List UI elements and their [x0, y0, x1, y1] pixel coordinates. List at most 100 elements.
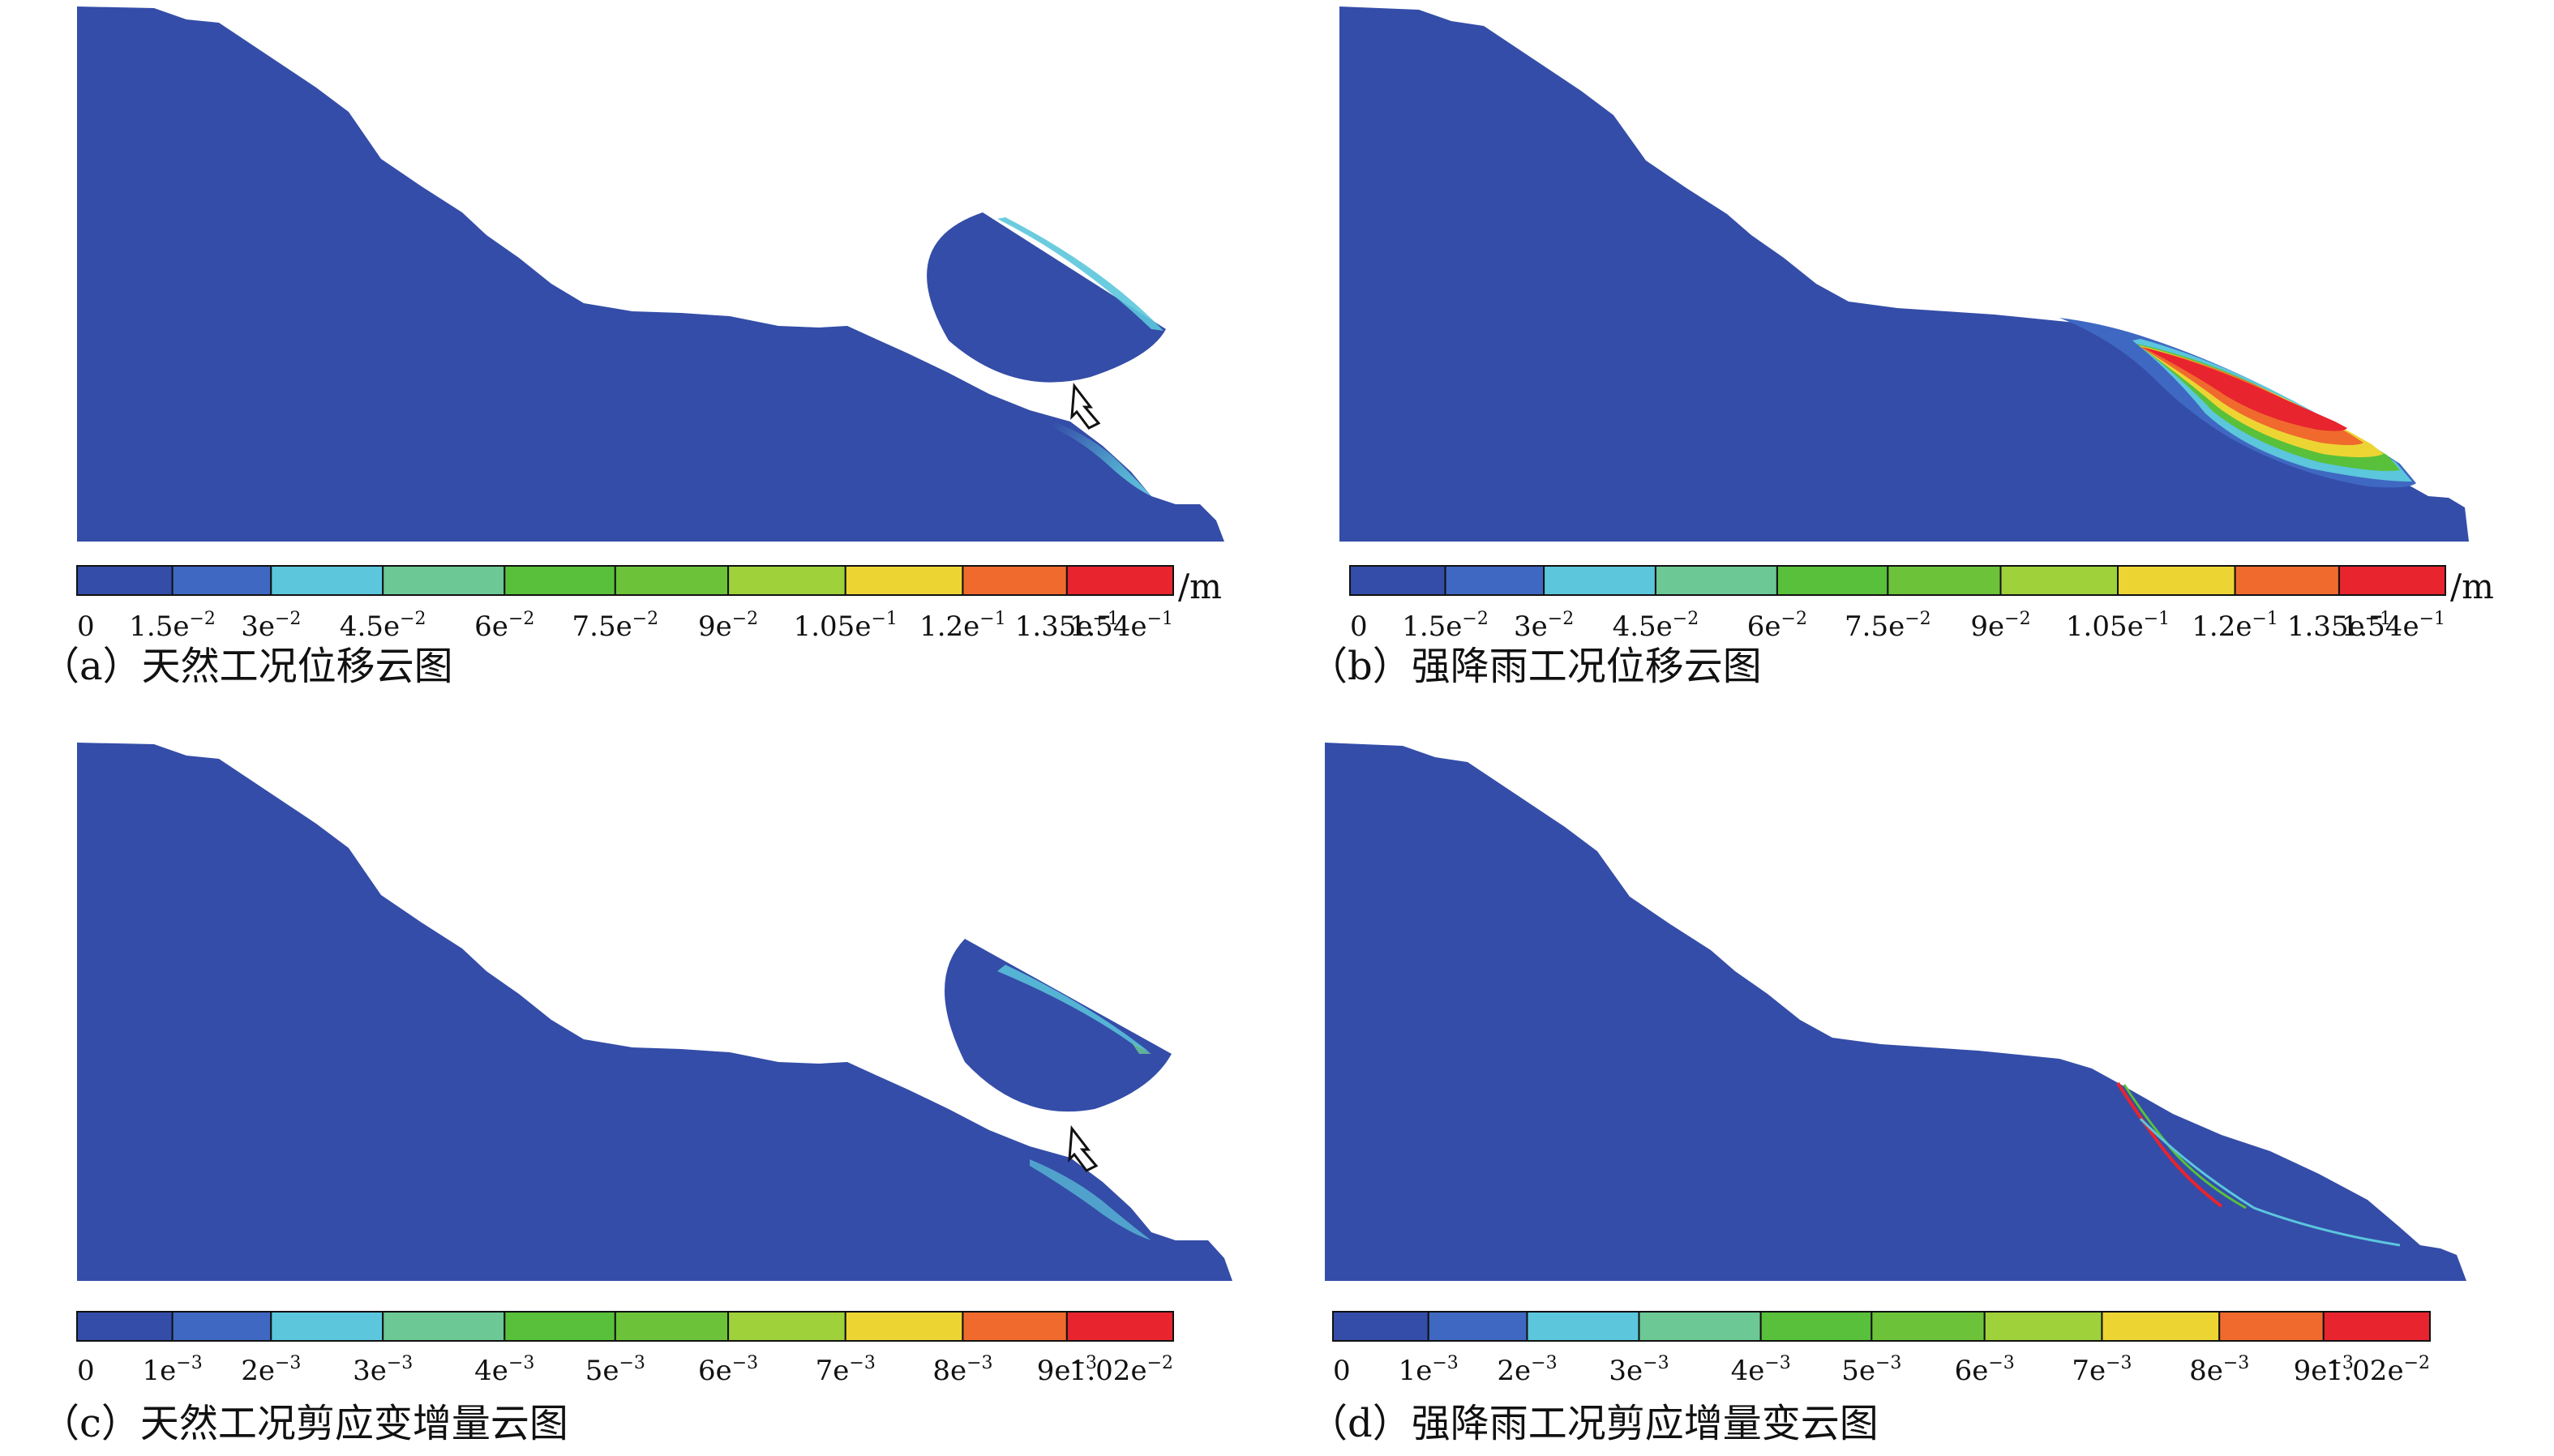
caption-a: （a）天然工况位移云图 — [41, 644, 453, 689]
legend-tick-label: 4e−3 — [1731, 1353, 1791, 1387]
legend-tick-label: 0 — [1350, 610, 1368, 643]
legend-a: 0 1.5e−2 3e−2 4.5e−2 6e−2 7.5e−2 9e−2 1.05e−1 1.… — [76, 565, 1222, 643]
legend-tick-label: 9e−2 — [1970, 609, 2030, 643]
sliding-zone — [1054, 422, 1151, 496]
legend-tick-label: 6e−3 — [698, 1353, 758, 1387]
legend-swatch — [727, 1311, 846, 1342]
legend-swatch — [844, 565, 964, 596]
legend-unit: /m — [2450, 567, 2494, 606]
legend-tick-label: 6e−2 — [474, 609, 534, 643]
legend-swatch — [382, 1311, 506, 1342]
slope-body — [1325, 743, 2466, 1281]
legend-swatch — [1427, 1311, 1528, 1342]
legend-swatch — [1065, 1311, 1174, 1342]
shear-band — [1030, 1159, 1151, 1240]
legend-swatch — [1444, 565, 1545, 596]
legend-tick-label: 1.54e−1 — [1069, 609, 1173, 643]
legend-swatch — [1065, 565, 1174, 596]
legend-tick-label: 3e−2 — [241, 609, 301, 643]
legend-b: 0 1.5e−2 3e−2 4.5e−2 6e−2 7.5e−2 9e−2 1.05e−1 1.… — [1349, 565, 2494, 643]
legend-tick-label: 1.05e−1 — [794, 609, 898, 643]
legend-swatch — [2234, 565, 2340, 596]
legend-tick-label: 1.35e−1 — [1015, 609, 1119, 643]
legend-swatch — [270, 565, 384, 596]
legend-swatch — [2117, 565, 2236, 596]
legend-swatch — [1999, 565, 2119, 596]
legend-tick-label: 0 — [1333, 1355, 1351, 1387]
panel-c — [77, 743, 1232, 1281]
legend-swatch — [1638, 1311, 1762, 1342]
legend-tick-label: 0 — [77, 610, 95, 643]
legend-tick-label: 1.5e−2 — [129, 609, 216, 643]
legend-d: 0 1e−3 2e−3 3e−3 4e−3 5e−3 6e−3 7e−3 8e−3 9e−31.0… — [1332, 1311, 2432, 1387]
legend-tick-label: 1e−3 — [1399, 1353, 1459, 1387]
disp-red — [2142, 347, 2347, 431]
legend-swatch — [1543, 565, 1656, 596]
legend-swatch — [962, 565, 1068, 596]
legend-tick-label: 6e−3 — [1955, 1353, 2015, 1387]
failure-surface-line — [2139, 1117, 2401, 1247]
legend-tick-label: 5e−3 — [585, 1353, 645, 1387]
slope-body — [77, 6, 1224, 542]
legend-swatch — [171, 565, 272, 596]
caption-c: （c）天然工况剪应变增量云图 — [41, 1401, 568, 1446]
legend-swatch — [1349, 565, 1446, 596]
legend-tick-label: 1.5e−2 — [1402, 609, 1489, 643]
legend-tick-label: 4e−3 — [474, 1353, 534, 1387]
legend-tick-label: 3e−3 — [1609, 1353, 1669, 1387]
legend-tick-label: 1.35e−1 — [2287, 609, 2391, 643]
legend-unit: /m — [1178, 567, 1222, 606]
legend-swatch — [844, 1311, 964, 1342]
failure-surface-line — [2116, 1081, 2223, 1208]
legend-swatch — [504, 565, 616, 596]
panel-a — [77, 6, 1224, 542]
legend-tick-label: 9e−3 — [2294, 1353, 2354, 1387]
legend-swatch — [270, 1311, 384, 1342]
legend-tick-label: 1.2e−1 — [2192, 609, 2278, 643]
legend-swatch — [382, 565, 506, 596]
zoom-arrow-icon — [1068, 1124, 1099, 1172]
legend-c: 0 1e−3 2e−3 3e−3 4e−3 5e−3 6e−3 7e−3 8e−3 9e−31.0… — [76, 1311, 1174, 1387]
slope-body — [1339, 6, 2469, 542]
legend-tick-label: 6e−2 — [1747, 609, 1807, 643]
legend-tick-label: 2e−3 — [241, 1353, 301, 1387]
failure-surface-line — [2123, 1084, 2247, 1210]
legend-tick-label: 5e−3 — [1841, 1353, 1901, 1387]
legend-swatch — [76, 1311, 174, 1342]
zoom-arrow-icon — [1070, 382, 1101, 430]
caption-d: （d）强降雨工况剪应增量变云图 — [1309, 1401, 1879, 1446]
slope-body — [77, 743, 1232, 1281]
legend-tick-label: 9e−2 — [698, 609, 758, 643]
legend-tick-label: 7e−3 — [2072, 1353, 2132, 1387]
panel-d — [1325, 743, 2466, 1281]
legend-tick-label: 1.02e−2 — [2326, 1353, 2430, 1387]
legend-tick-label: 1e−3 — [143, 1353, 203, 1387]
legend-tick-label: 8e−3 — [932, 1353, 992, 1387]
legend-swatch — [76, 565, 174, 596]
legend-swatch — [1776, 565, 1889, 596]
legend-tick-label: 7.5e−2 — [572, 609, 659, 643]
legend-swatch — [504, 1311, 616, 1342]
panel-b — [1339, 6, 2469, 542]
legend-swatch — [614, 1311, 730, 1342]
legend-tick-label: 3e−2 — [1514, 609, 1574, 643]
zoom-inset — [945, 939, 1172, 1112]
legend-swatch — [727, 565, 846, 596]
legend-tick-label: 7e−3 — [816, 1353, 876, 1387]
legend-tick-label: 9e−3 — [1037, 1353, 1097, 1387]
legend-swatch — [1654, 565, 1778, 596]
legend-swatch — [1983, 1311, 2103, 1342]
legend-tick-label: 7.5e−2 — [1845, 609, 1931, 643]
legend-swatch — [962, 1311, 1068, 1342]
legend-tick-label: 1.2e−1 — [919, 609, 1006, 643]
legend-tick-label: 1.54e−1 — [2342, 609, 2445, 643]
legend-swatch — [1887, 565, 2002, 596]
legend-tick-label: 0 — [77, 1355, 95, 1387]
legend-swatch — [1526, 1311, 1640, 1342]
caption-b: （b）强降雨工况位移云图 — [1309, 644, 1762, 689]
legend-tick-label: 1.02e−2 — [1069, 1353, 1173, 1387]
legend-swatch — [1759, 1311, 1873, 1342]
legend-swatch — [2322, 1311, 2432, 1342]
legend-swatch — [171, 1311, 272, 1342]
